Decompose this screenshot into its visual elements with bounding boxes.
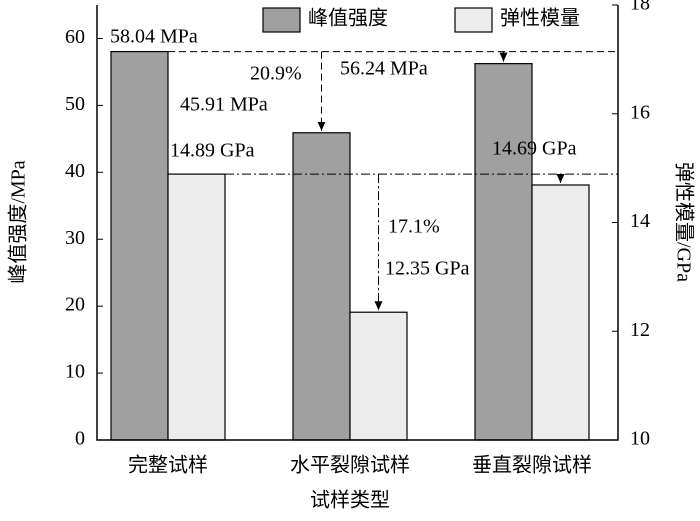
x-tick-label: 水平裂隙试样 <box>290 454 410 477</box>
bar <box>167 173 226 441</box>
value-label: 56.24 MPa <box>340 58 428 80</box>
value-label: 12.35 GPa <box>385 258 470 280</box>
y2-tick-label: 16 <box>630 101 650 123</box>
bar <box>531 184 590 441</box>
legend-label: 弹性模量 <box>500 7 580 30</box>
value-label: 58.04 MPa <box>110 26 198 48</box>
value-label: 45.91 MPa <box>180 94 268 116</box>
legend-swatch <box>262 7 301 33</box>
legend-label: 峰值强度 <box>308 7 388 30</box>
y2-tick-label: 12 <box>630 319 650 341</box>
bar <box>292 132 351 441</box>
y2-tick-label: 10 <box>630 428 650 450</box>
value-label: 14.69 GPa <box>492 138 577 160</box>
y-tick-label: 50 <box>65 93 85 115</box>
bar <box>474 63 533 441</box>
annotation: 17.1% <box>388 216 440 238</box>
y-tick-label: 60 <box>65 26 85 48</box>
y-tick-label: 20 <box>65 294 85 316</box>
x-tick-label: 垂直裂隙试样 <box>472 454 592 477</box>
y-axis-label: 峰值强度/MPa <box>7 160 30 283</box>
axis-frame <box>96 5 619 441</box>
y-tick-label: 40 <box>65 160 85 182</box>
bar <box>110 50 169 441</box>
y-tick-label: 10 <box>65 361 85 383</box>
y2-tick-label: 18 <box>630 0 650 15</box>
value-label: 14.89 GPa <box>170 140 255 162</box>
y-tick-label: 0 <box>75 428 85 450</box>
y-tick-label: 30 <box>65 227 85 249</box>
bar <box>349 311 408 441</box>
x-axis-label: 试样类型 <box>310 489 390 512</box>
y2-tick-label: 14 <box>630 210 650 232</box>
x-tick-label: 完整试样 <box>128 454 208 477</box>
y2-axis-label: 弹性模量/GPa <box>672 162 695 282</box>
legend-swatch <box>454 7 493 33</box>
annotation: 20.9% <box>250 63 302 85</box>
